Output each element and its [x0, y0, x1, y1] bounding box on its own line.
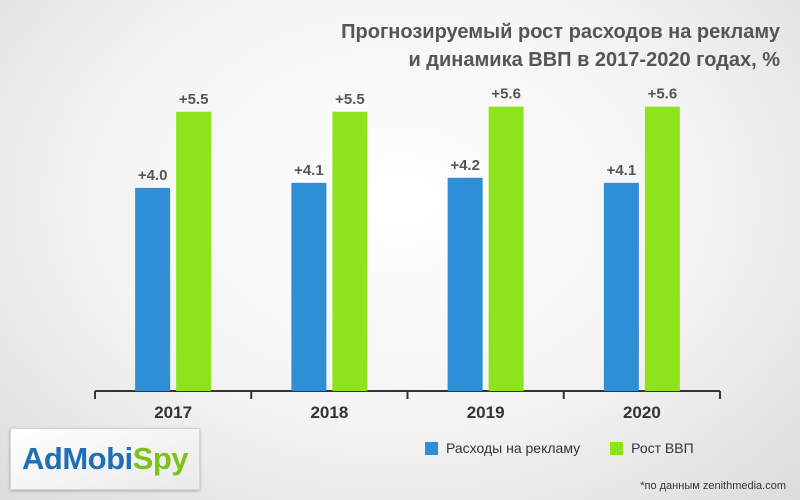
chart-title: Прогнозируемый рост расходов на рекламу …: [180, 18, 780, 74]
chart-title-line2: и динамика ВВП в 2017-2020 годах, %: [408, 49, 780, 71]
source-note: *по данным zenithmedia.com: [640, 480, 786, 492]
legend: Расходы на рекламу Рост ВВП: [425, 440, 724, 456]
data-label-ad-spend-2020: +4.1: [607, 162, 637, 179]
logo-text-part1: AdMobi: [22, 441, 133, 476]
bar-gdp-2017: [176, 111, 212, 392]
x-tick-label-2019: 2019: [467, 403, 505, 422]
data-label-gdp-2020: +5.6: [648, 86, 678, 103]
bar-gdp-2020: [644, 106, 680, 391]
legend-label-ad-spend: Расходы на рекламу: [446, 440, 581, 456]
bar-ad-spend-2017: [135, 187, 171, 391]
data-label-gdp-2019: +5.6: [491, 86, 521, 103]
legend-item-gdp: Рост ВВП: [610, 440, 694, 456]
data-label-ad-spend-2019: +4.2: [450, 157, 480, 174]
legend-swatch-gdp: [610, 441, 624, 455]
data-label-ad-spend-2017: +4.0: [138, 167, 168, 184]
chart-title-line1: Прогнозируемый рост расходов на рекламу: [341, 21, 780, 43]
bar-ad-spend-2020: [603, 182, 639, 391]
data-label-gdp-2018: +5.5: [335, 91, 365, 108]
logo-text: AdMobiSpy: [22, 441, 189, 477]
legend-swatch-ad-spend: [425, 441, 438, 455]
bar-gdp-2019: [488, 106, 524, 391]
legend-label-gdp: Рост ВВП: [631, 440, 694, 456]
x-tick-label-2017: 2017: [154, 403, 192, 422]
logo-text-part2: Spy: [132, 441, 189, 476]
bar-ad-spend-2018: [291, 182, 327, 391]
bar-gdp-2018: [332, 111, 368, 392]
legend-item-ad-spend: Расходы на рекламу: [425, 440, 580, 456]
data-label-gdp-2017: +5.5: [179, 91, 209, 108]
admobispy-logo: AdMobiSpy: [10, 428, 200, 490]
bar-ad-spend-2019: [447, 177, 483, 391]
data-label-ad-spend-2018: +4.1: [294, 162, 324, 179]
x-tick-label-2020: 2020: [623, 403, 661, 422]
x-tick-label-2018: 2018: [310, 403, 348, 422]
